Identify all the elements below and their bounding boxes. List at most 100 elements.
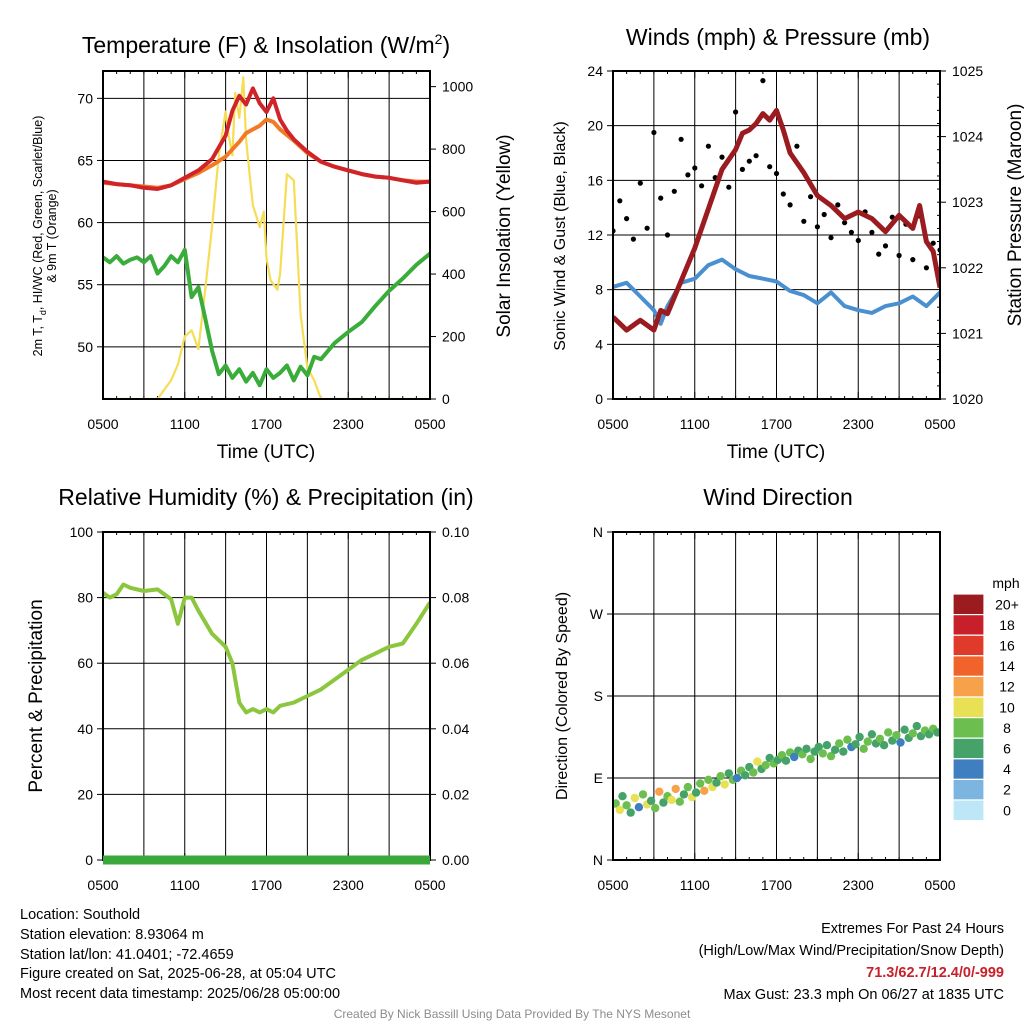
direction-point: [741, 771, 749, 779]
temperature-insolation-chart: 0500 1100 1700 2300 0500 50 55 60 65 70 0 200 400 600…: [31, 31, 515, 463]
gust-point: [876, 252, 881, 257]
gust-point: [672, 189, 677, 194]
direction-point: [806, 755, 814, 763]
gust-point: [815, 224, 820, 229]
x-tick-label: 1100: [170, 877, 200, 893]
y-right-tick-label: 0.06: [442, 655, 469, 671]
colorbar-label: 6: [1003, 741, 1011, 757]
direction-point: [860, 745, 868, 753]
recent-data-text: Most recent data timestamp: 2025/06/28 0…: [20, 985, 340, 1005]
station-info: Location: Southold Station elevation: 8.…: [20, 906, 340, 1005]
direction-point: [851, 740, 859, 748]
chart-title: Winds (mph) & Pressure (mb): [626, 24, 930, 50]
y-tick-label: 0: [85, 852, 93, 868]
y-tick-label: S: [594, 688, 603, 704]
gust-point: [760, 78, 765, 83]
direction-point: [864, 737, 872, 745]
y-right-tick-label: 1024: [952, 129, 983, 145]
x-tick-label: 0500: [924, 877, 955, 893]
direction-point: [721, 780, 729, 788]
credit-text: Created By Nick Bassill Using Data Provi…: [0, 1007, 1024, 1021]
colorbar-swatch: [953, 635, 984, 656]
location-text: Location: Southold: [20, 906, 340, 926]
direction-point: [753, 757, 761, 765]
direction-point: [880, 741, 888, 749]
direction-point: [868, 730, 876, 738]
direction-point: [761, 761, 769, 769]
gust-point: [883, 243, 888, 248]
y-axis-label: Sonic Wind & Gust (Blue, Black): [552, 121, 569, 350]
direction-point: [655, 788, 663, 796]
max-gust-text: Max Gust: 23.3 mph On 06/27 at 1835 UTC: [699, 984, 1004, 1006]
gust-point: [747, 159, 752, 164]
gust-point: [665, 232, 670, 237]
direction-point: [733, 774, 741, 782]
direction-point: [802, 745, 810, 753]
direction-point: [835, 739, 843, 747]
created-text: Figure created on Sat, 2025-06-28, at 05…: [20, 965, 340, 985]
gust-point: [726, 185, 731, 190]
direction-point: [631, 794, 639, 802]
meteogram-figure: 0500 1100 1700 2300 050050556065700200400600…: [0, 0, 1024, 1024]
chart-title: Relative Humidity (%) & Precipitation (i…: [58, 484, 473, 510]
x-tick-label: 2300: [843, 416, 874, 432]
x-tick-label: 0500: [924, 416, 955, 432]
gust-point: [679, 137, 684, 142]
y-right-tick-label: 0.04: [442, 721, 469, 737]
colorbar-swatch: [953, 615, 984, 636]
y-right-tick-label: 600: [442, 204, 466, 220]
y-tick-label: 70: [77, 90, 93, 106]
y-tick-label: 80: [77, 590, 93, 606]
x-tick-label: 0500: [414, 877, 445, 893]
y-tick-label: 8: [595, 282, 603, 298]
gust-point: [849, 230, 854, 235]
direction-point: [684, 783, 692, 791]
colorbar: mph20+181614121086420: [953, 575, 1020, 821]
gust-point: [638, 181, 643, 186]
direction-point: [823, 741, 831, 749]
x-tick-label: 0500: [87, 877, 118, 893]
direction-point: [647, 797, 655, 805]
colorbar-label: 8: [1003, 720, 1011, 736]
colorbar-swatch: [953, 676, 984, 697]
y-right-tick-label: 1021: [952, 325, 983, 341]
winds-pressure-chart: 0500 1100 1700 2300 0500 0 4 8 12 16 20 24 1020 1021 1…: [552, 24, 1024, 463]
direction-point: [884, 728, 892, 736]
direction-point: [900, 726, 908, 734]
y-right-tick-label: 1020: [952, 391, 983, 407]
x-tick-label: 2300: [843, 877, 874, 893]
y-tick-label: N: [593, 852, 603, 868]
extremes-info: Extremes For Past 24 Hours (High/Low/Max…: [699, 918, 1004, 1006]
colorbar-label: 16: [999, 638, 1015, 654]
gust-point: [754, 153, 759, 158]
gust-point: [740, 167, 745, 172]
gust-point: [699, 183, 704, 188]
x-tick-label: 1700: [761, 877, 792, 893]
gust-point: [692, 165, 697, 170]
direction-point: [855, 733, 863, 741]
y-tick-label: 60: [77, 215, 93, 231]
gust-point: [801, 219, 806, 224]
gust-point: [794, 144, 799, 149]
colorbar-swatch: [953, 594, 984, 615]
gust-point: [706, 144, 711, 149]
gust-point: [651, 130, 656, 135]
direction-point: [913, 722, 921, 730]
y-tick-label: 12: [587, 227, 603, 243]
y-right-tick-label: 400: [442, 266, 466, 282]
direction-point: [819, 749, 827, 757]
direction-point: [843, 736, 851, 744]
direction-point: [680, 790, 688, 798]
gust-point: [869, 230, 874, 235]
direction-point: [627, 808, 635, 816]
direction-point: [704, 776, 712, 784]
direction-point: [618, 792, 626, 800]
direction-point: [676, 798, 684, 806]
colorbar-swatch: [953, 800, 984, 821]
y-axis-label: Direction (Colored By Speed): [554, 592, 571, 800]
direction-point: [909, 729, 917, 737]
gust-point: [631, 237, 636, 242]
gust-point: [897, 253, 902, 258]
y-right-tick-label: 800: [442, 141, 466, 157]
x-tick-label: 1100: [680, 416, 710, 432]
